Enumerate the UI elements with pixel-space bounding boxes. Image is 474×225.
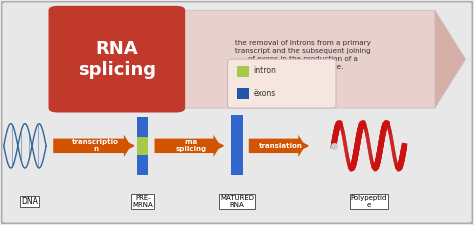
Text: intron: intron (254, 66, 276, 75)
Text: PRE-
MRNA: PRE- MRNA (132, 195, 153, 208)
FancyBboxPatch shape (228, 59, 336, 108)
Polygon shape (176, 10, 458, 108)
Bar (231, 115, 243, 175)
Text: RNA
splicing: RNA splicing (78, 40, 156, 79)
Text: MATURED
RNA: MATURED RNA (220, 195, 254, 208)
Bar (137, 155, 148, 175)
FancyBboxPatch shape (48, 6, 185, 112)
Bar (237, 88, 249, 99)
Text: rna
splicing: rna splicing (175, 139, 207, 152)
Bar (137, 117, 148, 139)
Text: translation: translation (259, 143, 302, 149)
Bar (137, 137, 148, 157)
FancyArrow shape (249, 135, 305, 157)
Text: transcriptio
n: transcriptio n (72, 139, 119, 152)
Text: DNA: DNA (21, 197, 38, 206)
Text: ëxons: ëxons (254, 89, 276, 98)
FancyArrow shape (53, 135, 131, 157)
Polygon shape (435, 10, 465, 108)
FancyArrow shape (155, 135, 220, 157)
Text: Polypeptid
e: Polypeptid e (351, 195, 387, 208)
Text: the removal of introns from a primary
transcript and the subsequent joining
of e: the removal of introns from a primary tr… (235, 40, 371, 70)
Bar (237, 66, 249, 77)
